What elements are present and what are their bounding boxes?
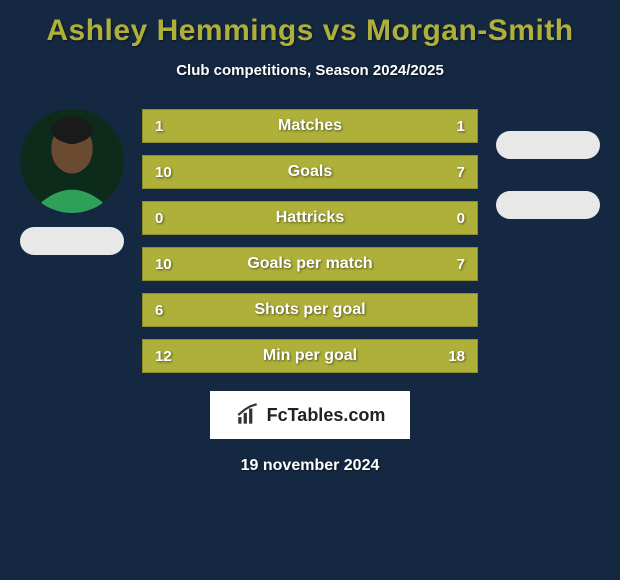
stat-left-value: 6 [155,302,163,319]
stat-left-value: 1 [155,118,163,135]
stat-row-hattricks: 0 Hattricks 0 [142,201,478,235]
avatar-placeholder-icon [20,109,124,213]
stat-label: Hattricks [143,209,477,227]
player-left-avatar [20,109,124,213]
stat-left-value: 12 [155,348,172,365]
stats-column: 1 Matches 1 10 Goals 7 0 Hattricks 0 10 … [132,109,488,385]
stat-label: Goals per match [143,255,477,273]
stat-label: Goals [143,163,477,181]
stat-right-value: 1 [457,118,465,135]
stat-label: Matches [143,117,477,135]
logo-label: FcTables.com [267,405,386,426]
stat-label: Shots per goal [143,301,477,319]
stat-right-value: 7 [457,164,465,181]
chart-icon [235,402,261,428]
stat-row-matches: 1 Matches 1 [142,109,478,143]
subtitle: Club competitions, Season 2024/2025 [176,62,444,79]
stat-left-value: 0 [155,210,163,227]
player-left-column [12,109,132,255]
fctables-logo[interactable]: FcTables.com [210,391,410,439]
player-right-name-pill-1 [496,131,600,159]
stat-row-min-per-goal: 12 Min per goal 18 [142,339,478,373]
stat-row-shots-per-goal: 6 Shots per goal [142,293,478,327]
stat-right-value: 7 [457,256,465,273]
stat-row-goals: 10 Goals 7 [142,155,478,189]
comparison-card: Ashley Hemmings vs Morgan-Smith Club com… [0,0,620,485]
stat-left-value: 10 [155,164,172,181]
stat-label: Min per goal [143,347,477,365]
content-row: 1 Matches 1 10 Goals 7 0 Hattricks 0 10 … [8,109,612,385]
date-text: 19 november 2024 [241,457,380,475]
player-left-name-pill [20,227,124,255]
stat-right-value: 0 [457,210,465,227]
stat-left-value: 10 [155,256,172,273]
page-title: Ashley Hemmings vs Morgan-Smith [46,14,573,48]
stat-row-goals-per-match: 10 Goals per match 7 [142,247,478,281]
player-right-column [488,109,608,219]
stat-right-value: 18 [448,348,465,365]
player-right-name-pill-2 [496,191,600,219]
